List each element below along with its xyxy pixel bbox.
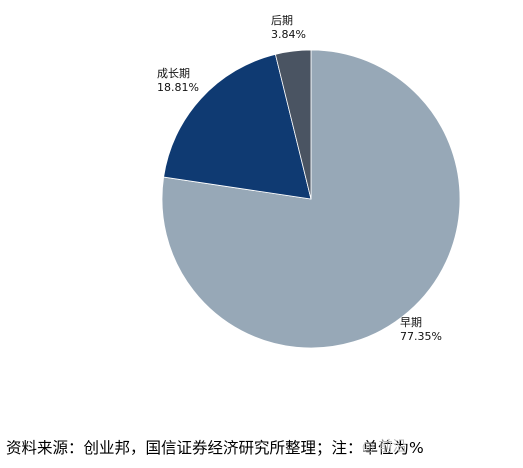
pie-slice — [161, 49, 461, 349]
slice-label-value: 3.84% — [271, 28, 306, 41]
watermark-text: 前沿 — [378, 439, 407, 455]
slice-label-value: 18.81% — [157, 81, 199, 94]
source-note: 资料来源：创业邦，国信证券经济研究所整理；注：单位为% — [6, 439, 424, 457]
slice-label-value: 77.35% — [400, 330, 442, 343]
watermark: ◎ 前沿 — [362, 436, 407, 456]
slice-label-name: 早期 — [400, 316, 422, 329]
pie-slice — [163, 53, 312, 200]
pie-slice — [274, 49, 312, 200]
wechat-icon: ◎ — [362, 439, 379, 455]
slice-label-name: 成长期 — [157, 67, 190, 80]
slice-label-name: 后期 — [271, 14, 293, 27]
